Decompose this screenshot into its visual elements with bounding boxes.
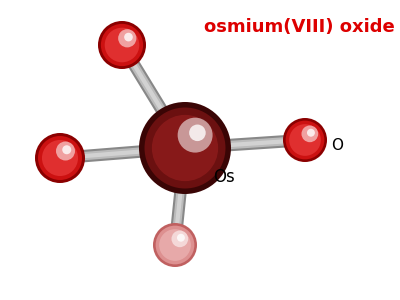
Circle shape [42, 140, 78, 176]
Circle shape [38, 136, 82, 180]
Circle shape [289, 124, 321, 156]
Circle shape [156, 226, 194, 264]
Circle shape [105, 28, 139, 62]
Circle shape [172, 230, 188, 247]
Text: O: O [331, 139, 343, 154]
Circle shape [189, 124, 206, 141]
Circle shape [177, 234, 185, 242]
Circle shape [178, 118, 213, 153]
Circle shape [124, 33, 133, 41]
Text: Os: Os [213, 168, 235, 186]
Text: osmium(VIII) oxide: osmium(VIII) oxide [204, 18, 395, 36]
Circle shape [144, 107, 226, 188]
Circle shape [302, 125, 318, 142]
Circle shape [118, 29, 136, 47]
Circle shape [283, 118, 327, 162]
Circle shape [286, 121, 324, 159]
Circle shape [159, 229, 191, 261]
Circle shape [101, 24, 143, 66]
Circle shape [56, 142, 75, 160]
Circle shape [153, 223, 197, 267]
Circle shape [152, 115, 218, 181]
Circle shape [98, 21, 146, 69]
Circle shape [62, 145, 71, 154]
Circle shape [139, 102, 231, 194]
Circle shape [35, 133, 85, 183]
Circle shape [307, 129, 315, 137]
